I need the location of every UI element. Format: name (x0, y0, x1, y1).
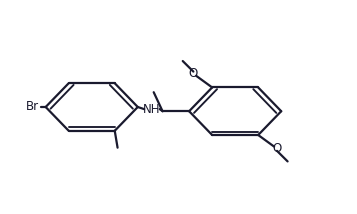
Text: Br: Br (26, 101, 39, 113)
Text: O: O (272, 142, 282, 155)
Text: NH: NH (143, 103, 161, 116)
Text: O: O (189, 67, 198, 80)
